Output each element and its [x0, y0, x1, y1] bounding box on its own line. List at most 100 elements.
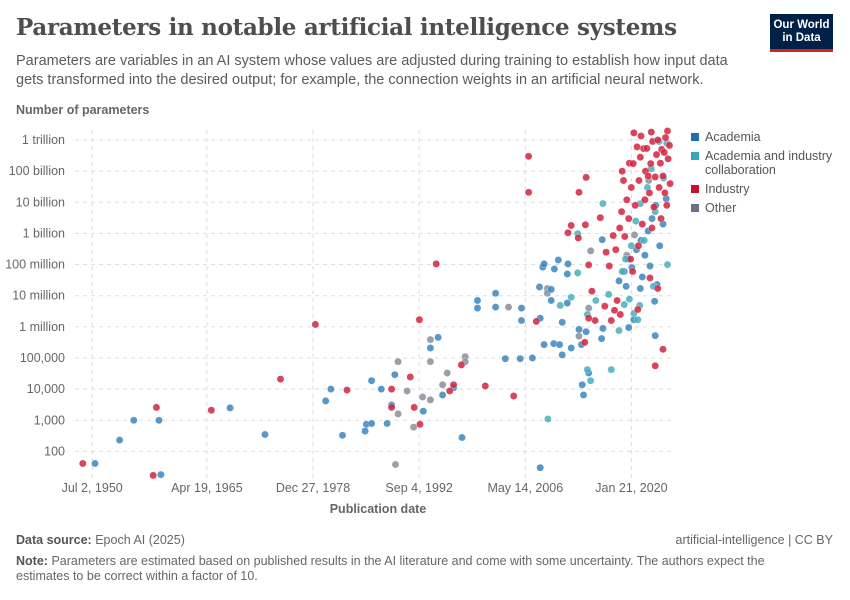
data-point-other[interactable]	[426, 396, 435, 404]
data-point-other[interactable]	[443, 369, 451, 377]
data-point-academia[interactable]	[91, 459, 99, 468]
data-point-industry[interactable]	[637, 132, 645, 140]
data-point-industry[interactable]	[311, 320, 320, 329]
data-point-academia[interactable]	[582, 327, 590, 336]
source-value[interactable]: Epoch AI (2025)	[95, 533, 185, 547]
data-point-academia[interactable]	[624, 323, 633, 332]
data-point-industry[interactable]	[588, 287, 596, 295]
data-point-academia[interactable]	[536, 463, 544, 472]
data-point-other[interactable]	[438, 381, 447, 389]
data-point-academia-and-industry-collaboration[interactable]	[607, 365, 616, 374]
data-point-other[interactable]	[394, 357, 402, 366]
data-point-industry[interactable]	[641, 196, 649, 204]
data-point-other[interactable]	[418, 393, 427, 401]
data-point-academia-and-industry-collaboration[interactable]	[640, 236, 648, 245]
data-point-industry[interactable]	[644, 172, 652, 180]
data-point-industry[interactable]	[610, 306, 619, 315]
data-point-other[interactable]	[426, 357, 435, 366]
data-point-industry[interactable]	[643, 144, 651, 153]
data-point-industry[interactable]	[581, 221, 590, 229]
data-point-industry[interactable]	[661, 133, 670, 142]
data-point-academia[interactable]	[615, 277, 623, 285]
data-point-industry[interactable]	[621, 232, 629, 241]
data-point-industry[interactable]	[656, 159, 665, 167]
data-point-industry[interactable]	[445, 387, 454, 395]
data-point-academia[interactable]	[226, 404, 234, 412]
data-point-academia[interactable]	[554, 256, 563, 264]
data-point-industry[interactable]	[79, 459, 87, 468]
data-point-academia[interactable]	[155, 416, 163, 425]
license[interactable]: artificial-intelligence | CC BY	[675, 533, 833, 547]
data-point-academia-and-industry-collaboration[interactable]	[573, 269, 582, 277]
data-point-industry[interactable]	[651, 362, 659, 370]
data-point-academia-and-industry-collaboration[interactable]	[634, 315, 642, 324]
data-point-industry[interactable]	[602, 248, 610, 256]
data-point-industry[interactable]	[591, 316, 599, 325]
data-point-industry[interactable]	[605, 262, 614, 270]
data-point-academia[interactable]	[547, 285, 555, 294]
data-point-industry[interactable]	[432, 260, 440, 268]
data-point-academia[interactable]	[575, 325, 583, 334]
data-point-industry[interactable]	[638, 220, 647, 228]
data-point-academia[interactable]	[367, 419, 376, 428]
data-point-industry[interactable]	[634, 242, 643, 250]
data-point-industry[interactable]	[631, 201, 639, 210]
data-point-academia-and-industry-collaboration[interactable]	[583, 365, 592, 374]
legend-item[interactable]: Industry	[691, 182, 841, 196]
data-point-industry[interactable]	[663, 201, 671, 210]
data-point-academia[interactable]	[638, 273, 647, 281]
data-point-academia-and-industry-collaboration[interactable]	[599, 199, 607, 208]
data-point-academia[interactable]	[540, 260, 548, 268]
data-point-academia[interactable]	[338, 431, 347, 440]
data-point-industry[interactable]	[416, 420, 424, 429]
data-point-academia-and-industry-collaboration[interactable]	[592, 296, 600, 305]
data-point-academia[interactable]	[550, 265, 559, 273]
data-point-industry[interactable]	[449, 381, 458, 389]
data-point-academia[interactable]	[473, 304, 482, 312]
data-point-industry[interactable]	[415, 315, 424, 324]
data-point-industry[interactable]	[524, 152, 533, 161]
data-point-industry[interactable]	[628, 267, 637, 276]
data-point-academia[interactable]	[578, 381, 586, 389]
data-point-academia[interactable]	[646, 262, 654, 270]
data-point-industry[interactable]	[626, 255, 635, 263]
data-point-academia[interactable]	[473, 296, 482, 305]
data-point-industry[interactable]	[410, 403, 418, 412]
data-point-academia[interactable]	[157, 470, 165, 479]
data-point-industry[interactable]	[623, 196, 631, 204]
data-point-industry[interactable]	[664, 155, 672, 163]
data-point-industry[interactable]	[509, 392, 518, 400]
data-point-industry[interactable]	[652, 150, 661, 159]
data-point-academia[interactable]	[438, 391, 447, 399]
data-point-academia-and-industry-collaboration[interactable]	[544, 415, 552, 423]
data-point-industry[interactable]	[457, 361, 466, 369]
data-point-industry[interactable]	[574, 234, 583, 242]
data-point-industry[interactable]	[567, 221, 575, 230]
data-point-industry[interactable]	[618, 167, 626, 175]
data-point-academia[interactable]	[622, 282, 630, 291]
data-point-academia[interactable]	[650, 297, 659, 306]
data-point-industry[interactable]	[627, 183, 636, 192]
data-point-industry[interactable]	[524, 188, 533, 197]
data-point-industry[interactable]	[661, 189, 669, 197]
data-point-industry[interactable]	[635, 176, 643, 185]
data-point-academia[interactable]	[567, 344, 575, 352]
data-point-industry[interactable]	[617, 207, 626, 216]
data-point-academia[interactable]	[491, 289, 500, 298]
data-point-industry[interactable]	[481, 382, 490, 390]
data-point-industry[interactable]	[609, 231, 617, 240]
data-point-industry[interactable]	[616, 310, 625, 319]
data-point-industry[interactable]	[343, 386, 351, 394]
data-point-industry[interactable]	[645, 189, 654, 197]
data-point-academia[interactable]	[327, 385, 335, 393]
data-point-academia-and-industry-collaboration[interactable]	[586, 376, 595, 385]
data-point-academia-and-industry-collaboration[interactable]	[556, 301, 564, 310]
data-point-academia[interactable]	[130, 416, 138, 425]
data-point-academia[interactable]	[434, 333, 442, 342]
data-point-industry[interactable]	[387, 385, 396, 393]
data-point-industry[interactable]	[648, 224, 656, 232]
legend-item[interactable]: Other	[691, 201, 841, 215]
data-point-industry[interactable]	[633, 143, 641, 151]
data-point-industry[interactable]	[575, 188, 583, 197]
data-point-industry[interactable]	[152, 403, 161, 412]
